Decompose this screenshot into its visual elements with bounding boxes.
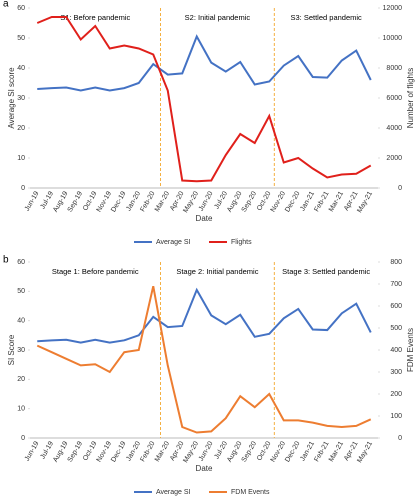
x-tick-label: Mar-20 (154, 190, 171, 213)
y-tick-label: 20 (17, 125, 25, 132)
legend-label: Average SI (156, 489, 191, 496)
y-tick-label: 50 (17, 288, 25, 295)
y2-axis-title: Number of flights (406, 68, 415, 128)
period-label: Stage 3: Settled pandemic (282, 267, 370, 276)
y2-tick-label: 200 (390, 391, 402, 398)
y2-axis-title: FDM Events (406, 328, 415, 372)
legend-label: Average SI (156, 239, 191, 246)
y-tick-label: 40 (17, 65, 25, 72)
period-label: S1: Before pandemic (60, 13, 130, 22)
y2-tick-label: 4000 (386, 125, 402, 132)
y-tick-label: 10 (17, 155, 25, 162)
y2-tick-label: 600 (390, 303, 402, 310)
y2-tick-label: 700 (390, 281, 402, 288)
y2-tick-label: 400 (390, 347, 402, 354)
y2-tick-label: 2000 (386, 155, 402, 162)
y-tick-label: 60 (17, 259, 25, 266)
y-tick-label: 0 (21, 185, 25, 192)
y-tick-label: 40 (17, 318, 25, 325)
series-line (37, 287, 372, 344)
period-label: S2: Initial pandemic (185, 13, 251, 22)
x-tick-label: Jun-19 (24, 190, 41, 212)
y2-tick-label: 8000 (386, 65, 402, 72)
y-tick-label: 10 (17, 406, 25, 413)
y-tick-label: 30 (17, 95, 25, 102)
y-tick-label: 20 (17, 376, 25, 383)
x-axis-title: Date (196, 214, 213, 223)
legend-label: FDM Events (231, 489, 270, 496)
x-tick-label: Jun-19 (24, 440, 41, 462)
series-line (37, 34, 372, 92)
y-axis-title: SI Score (7, 334, 16, 365)
y2-tick-label: 6000 (386, 95, 402, 102)
y-axis-title: Average SI score (7, 67, 16, 129)
x-tick-label: Mar-20 (154, 440, 171, 463)
y-tick-label: 60 (17, 5, 25, 12)
series-line (36, 16, 372, 183)
y2-tick-label: 10000 (383, 35, 403, 42)
y-tick-label: 30 (17, 347, 25, 354)
series-line (36, 285, 372, 434)
y2-tick-label: 300 (390, 369, 402, 376)
y2-tick-label: 500 (390, 325, 402, 332)
x-axis-title: Date (196, 464, 213, 473)
period-label: S3: Settled pandemic (291, 13, 363, 22)
y2-tick-label: 0 (398, 435, 402, 442)
y2-tick-label: 800 (390, 259, 402, 266)
y-tick-label: 50 (17, 35, 25, 42)
x-tick-label: Jun-20 (198, 440, 215, 462)
x-tick-label: Mar-21 (328, 440, 345, 463)
period-label: Stage 2: Initial pandemic (176, 267, 258, 276)
y-tick-label: 0 (21, 435, 25, 442)
legend-label: Flights (231, 239, 252, 246)
x-tick-label: Jun-20 (198, 190, 215, 212)
x-tick-label: Mar-21 (328, 190, 345, 213)
panel-label: b (3, 255, 9, 266)
y2-tick-label: 100 (390, 413, 402, 420)
panel-label: a (3, 0, 9, 10)
y2-tick-label: 0 (398, 185, 402, 192)
period-label: Stage 1: Before pandemic (52, 267, 139, 276)
y2-tick-label: 12000 (383, 5, 403, 12)
